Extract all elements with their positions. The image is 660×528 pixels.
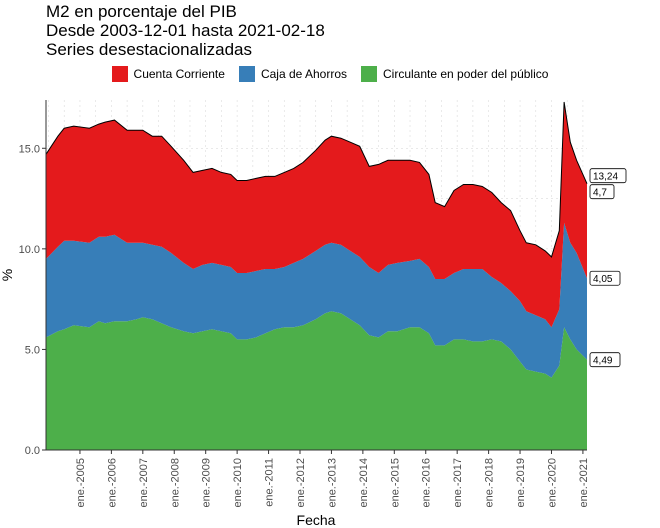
stacked-areas xyxy=(45,101,588,450)
end-label-box xyxy=(589,168,627,184)
legend-label-circulante: Circulante en poder del público xyxy=(383,67,549,81)
legend-label-cuenta-corriente: Cuenta Corriente xyxy=(133,67,225,81)
title-line-1: M2 en porcentaje del PIB xyxy=(46,2,237,21)
x-tick-label: ene.-2016 xyxy=(421,458,433,508)
x-tick-label: ene.-2009 xyxy=(201,458,213,508)
x-tick-label: ene.-2018 xyxy=(484,458,496,508)
y-tick-label: 5.0 xyxy=(25,344,40,356)
x-tick-label: ene.-2013 xyxy=(326,458,338,508)
end-label-box xyxy=(589,352,621,368)
x-tick-label: ene.-2021 xyxy=(578,458,590,508)
chart-title: M2 en porcentaje del PIB Desde 2003-12-0… xyxy=(46,2,325,59)
end-label-box xyxy=(589,270,621,286)
title-line-3: Series desestacionalizadas xyxy=(46,40,253,59)
end-label-box xyxy=(589,184,615,200)
legend-swatch-caja-de-ahorros xyxy=(238,66,255,82)
chart-legend: Cuenta Corriente Caja de Ahorros Circula… xyxy=(0,66,660,82)
end-label: 13,24 xyxy=(593,172,618,183)
x-tick-label: ene.-2006 xyxy=(106,458,118,508)
area-series-0 xyxy=(46,311,587,450)
area-series-1 xyxy=(46,222,587,378)
legend-swatch-cuenta-corriente xyxy=(111,66,128,82)
legend-swatch-circulante xyxy=(361,66,377,82)
x-tick-label: ene.-2012 xyxy=(295,458,307,508)
y-tick-label: 15.0 xyxy=(19,143,40,155)
title-line-2: Desde 2003-12-01 hasta 2021-02-18 xyxy=(46,21,325,40)
x-tick-label: ene.-2011 xyxy=(264,458,276,507)
legend-label-caja-de-ahorros: Caja de Ahorros xyxy=(260,67,347,81)
end-label: 4,49 xyxy=(593,356,613,367)
end-labels: 13,24 4,7 4,05 4,49 xyxy=(589,168,627,368)
x-tick-label: ene.-2019 xyxy=(515,458,527,508)
x-tick-label: ene.-2005 xyxy=(75,458,87,508)
x-tick-label: ene.-2008 xyxy=(169,458,181,508)
x-axis-label: Fecha xyxy=(297,512,336,528)
x-tick-label: ene.-2015 xyxy=(389,458,401,508)
legend-item-cuenta-corriente: Cuenta Corriente xyxy=(111,66,225,82)
end-label: 4,7 xyxy=(593,188,607,199)
x-tick-label: ene.-2010 xyxy=(232,458,244,508)
y-axis-label: % xyxy=(0,269,15,281)
x-tick-label: ene.-2017 xyxy=(452,458,464,508)
total-line xyxy=(45,101,588,258)
x-tick-label: ene.-2014 xyxy=(358,458,370,508)
y-tick-label: 0.0 xyxy=(25,445,40,457)
legend-item-caja-de-ahorros: Caja de Ahorros xyxy=(238,66,347,82)
y-tick-label: 10.0 xyxy=(19,244,40,256)
legend-item-circulante: Circulante en poder del público xyxy=(361,66,548,82)
x-tick-label: ene.-2007 xyxy=(138,458,150,508)
end-label: 4,05 xyxy=(593,274,613,285)
x-tick-label: ene.-2020 xyxy=(546,458,558,508)
axes: 0.0 5.0 10.0 15.0 ene.-2005 ene.-2006 ene.-200… xyxy=(19,100,590,508)
